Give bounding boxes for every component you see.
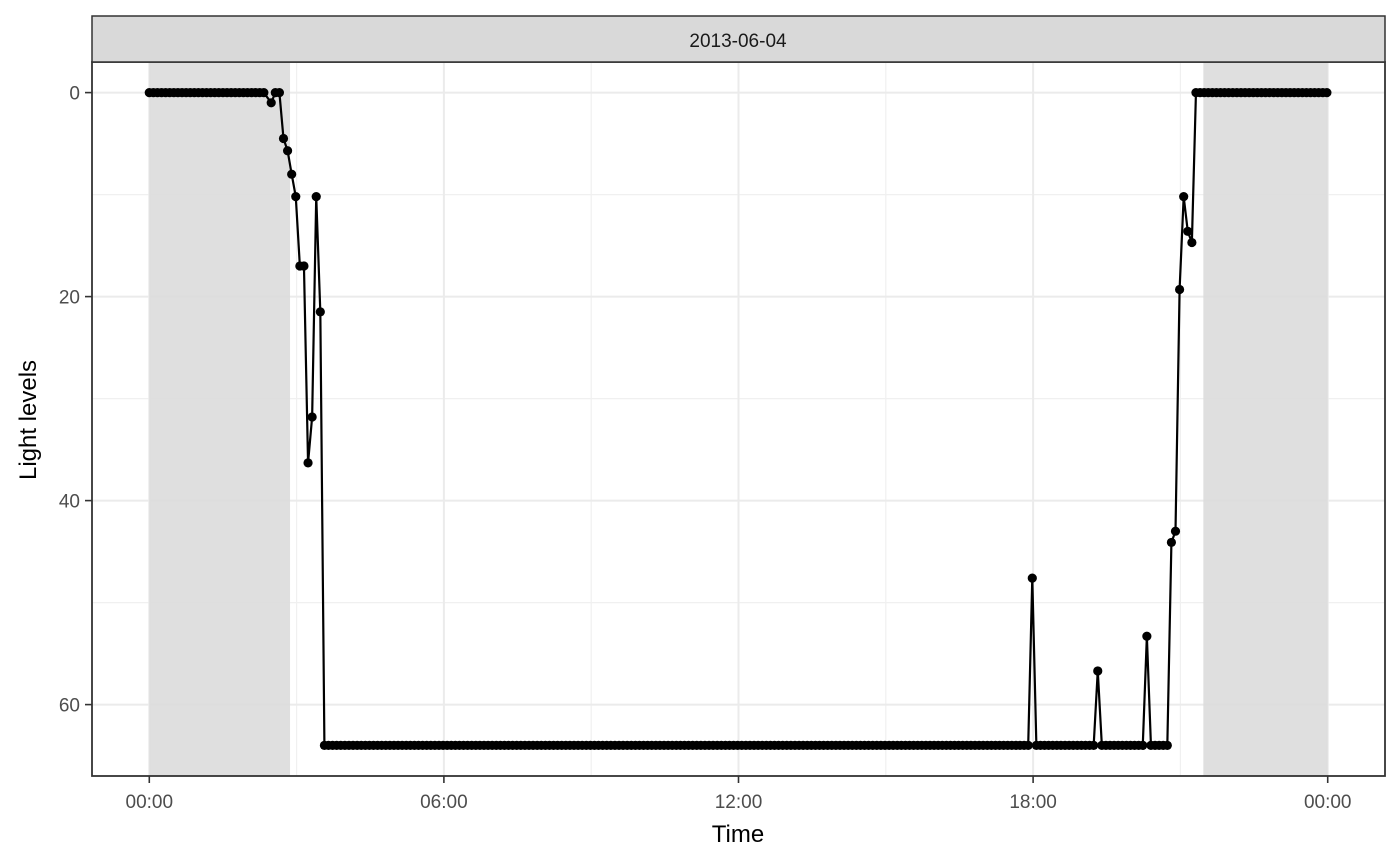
y-axis-title: Light levels (15, 360, 42, 480)
facet-strip-background (91, 15, 1386, 63)
data-point (1179, 192, 1189, 202)
x-tick-label: 00:00 (1304, 792, 1352, 813)
data-point (266, 98, 276, 108)
night-shading (1203, 62, 1328, 776)
data-point (287, 169, 297, 179)
data-point (1174, 284, 1185, 295)
data-point (1023, 740, 1033, 751)
data-point (315, 307, 325, 317)
data-point (259, 88, 269, 98)
y-tick-label: 20 (59, 288, 80, 309)
data-point (1322, 88, 1332, 98)
night-shading (149, 62, 291, 776)
data-point (1089, 740, 1099, 751)
x-tick-label: 12:00 (715, 792, 763, 813)
data-point (291, 192, 301, 202)
data-point (1093, 666, 1103, 676)
data-point (278, 133, 289, 144)
data-point (303, 458, 313, 468)
plot-panel: 00:00 06:00 12:00 18:00 00:00 0 20 40 60 (59, 61, 1386, 813)
y-tick-label: 40 (59, 492, 80, 513)
facet-strip: 2013-06-04 (91, 15, 1386, 63)
y-tick-label: 0 (69, 84, 80, 105)
data-point (1138, 740, 1148, 751)
y-tick-label: 60 (59, 696, 80, 717)
data-point (1162, 740, 1172, 751)
data-point (274, 88, 284, 98)
data-point (1027, 573, 1037, 583)
data-point (307, 412, 317, 422)
data-point (1187, 237, 1197, 248)
data-point (1166, 537, 1177, 548)
data-point (282, 146, 293, 156)
x-tick-label: 18:00 (1009, 792, 1057, 813)
facet-strip-label: 2013-06-04 (689, 31, 787, 52)
data-point (299, 261, 309, 271)
data-point (1183, 226, 1193, 236)
data-point (311, 192, 321, 202)
x-tick-label: 00:00 (126, 792, 174, 813)
data-point (1142, 631, 1152, 641)
x-tick-label: 06:00 (420, 792, 468, 813)
x-axis-title: Time (712, 821, 764, 848)
data-point (1170, 526, 1181, 536)
